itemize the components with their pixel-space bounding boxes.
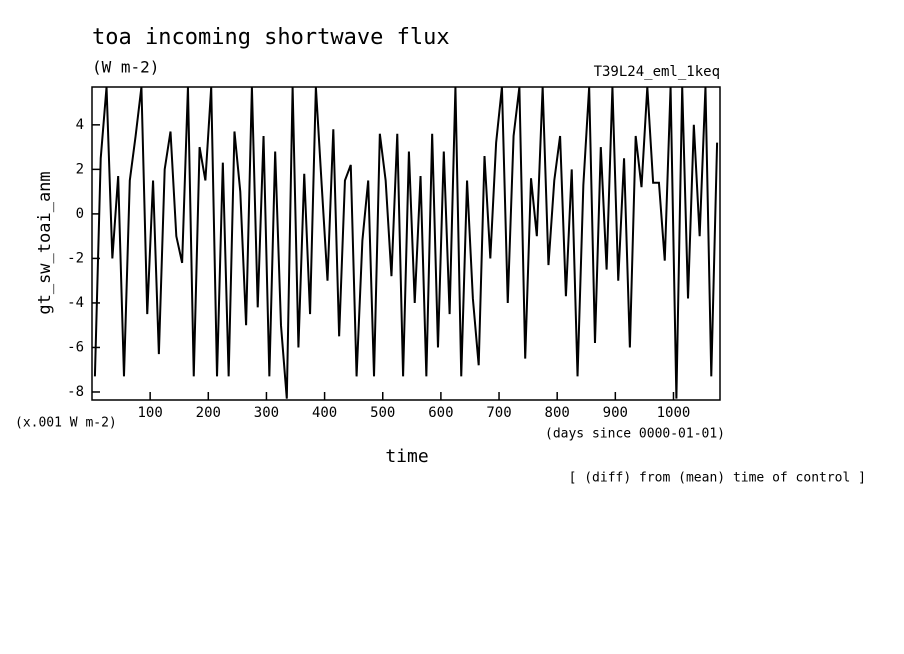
x-axis-label: time (385, 446, 428, 467)
x-tick-label: 200 (196, 405, 221, 421)
y-tick-label: 0 (76, 206, 84, 222)
y-axis-label: gt_sw_toai_anm (35, 171, 55, 314)
y-tick-label: -8 (67, 384, 84, 400)
x-tick-label: 800 (545, 405, 570, 421)
x-tick-label: 400 (312, 405, 337, 421)
annotation: [ (diff) from (mean) time of control ] (569, 471, 866, 486)
x-tick-label: 100 (137, 405, 162, 421)
x-tick-label: 900 (603, 405, 628, 421)
x-unit: (days since 0000-01-01) (545, 427, 725, 442)
chart-subtitle: (W m-2) (92, 58, 159, 77)
plot-frame (91, 86, 721, 401)
y-unit: (x.001 W m-2) (15, 416, 117, 431)
y-tick-label: 4 (76, 117, 84, 133)
y-tick-label: 2 (76, 161, 84, 177)
run-label: T39L24_eml_1keq (594, 64, 720, 80)
x-tick-label: 300 (254, 405, 279, 421)
x-tick-label: 500 (370, 405, 395, 421)
y-tick-label: -4 (67, 295, 84, 311)
x-tick-label: 1000 (657, 405, 691, 421)
y-tick-label: -6 (67, 339, 84, 355)
chart-title: toa incoming shortwave flux (92, 25, 450, 50)
x-tick-label: 600 (428, 405, 453, 421)
data-line (93, 87, 719, 399)
x-tick-label: 700 (486, 405, 511, 421)
y-tick-label: -2 (67, 250, 84, 266)
